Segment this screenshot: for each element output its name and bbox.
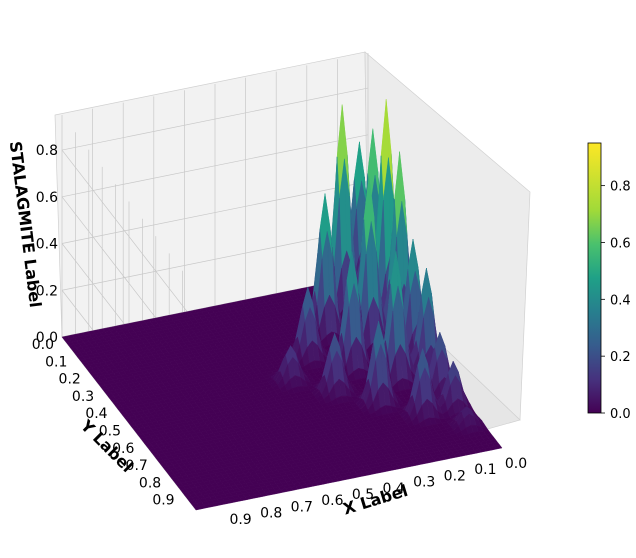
grid-line <box>61 227 369 291</box>
x-tick-label: 0.8 <box>260 506 282 522</box>
grid-line <box>61 134 369 198</box>
y-tick-label: 0.2 <box>59 372 81 388</box>
x-tick-label: 0.0 <box>505 456 527 472</box>
colorbar-tick-label: 0.6 <box>610 236 631 251</box>
grid-line <box>61 87 369 151</box>
z-tick-labels: 0.00.20.40.60.8 <box>36 143 58 346</box>
colorbar-gradient <box>587 142 602 414</box>
z-tick-label: 0.6 <box>36 190 58 206</box>
y-tick-label: 0.0 <box>32 337 54 353</box>
y-tick-label: 0.8 <box>139 475 161 491</box>
colorbar-tick-label: 0.4 <box>610 293 631 308</box>
x-tick-label: 0.2 <box>444 468 466 484</box>
z-tick-label: 0.8 <box>36 143 58 159</box>
colorbar-tick-label: 0.0 <box>610 407 631 422</box>
x-tick-label: 0.9 <box>229 512 251 528</box>
y-tick-label: 0.9 <box>152 493 174 509</box>
x-tick-label: 0.7 <box>291 499 313 515</box>
x-tick-label: 0.3 <box>413 475 435 491</box>
colorbar: 0.0 0.2 0.4 0.6 0.8 <box>587 142 631 422</box>
colorbar-tick-label: 0.2 <box>610 350 631 365</box>
surface <box>61 99 503 511</box>
y-tick-label: 0.3 <box>72 389 94 405</box>
z-axis-label: STALAGMITE Label <box>6 140 45 308</box>
grid-line <box>61 181 369 244</box>
x-tick-label: 0.1 <box>474 462 496 478</box>
y-tick-label: 0.1 <box>45 354 67 370</box>
grid-line <box>61 149 197 324</box>
colorbar-ticks: 0.0 0.2 0.4 0.6 0.8 <box>601 180 631 422</box>
colorbar-tick-label: 0.8 <box>610 180 631 195</box>
